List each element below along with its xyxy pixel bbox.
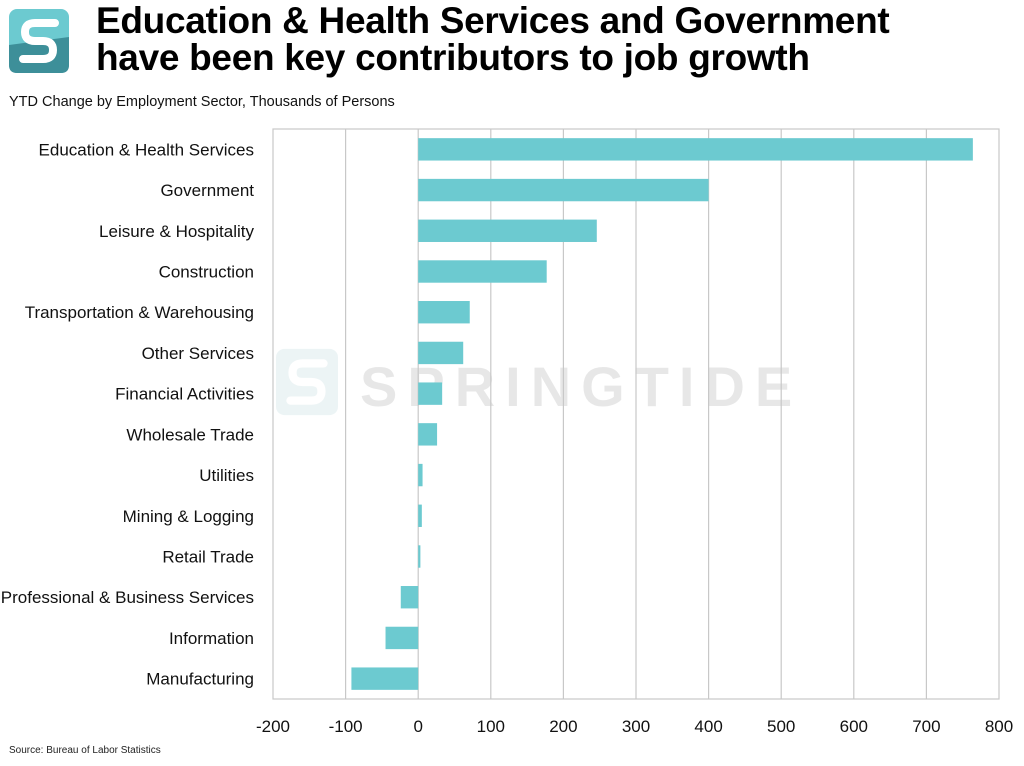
springtide-logo	[9, 9, 69, 73]
bar	[418, 138, 973, 161]
bar	[418, 178, 709, 202]
category-label: Financial Activities	[115, 385, 254, 404]
x-tick-label: 500	[767, 717, 795, 736]
category-label: Education & Health Services	[39, 140, 254, 159]
category-label: Information	[169, 629, 254, 648]
bar	[418, 545, 421, 568]
category-label: Leisure & Hospitality	[99, 222, 254, 241]
bar	[400, 586, 419, 609]
x-tick-label: -100	[329, 717, 363, 736]
bar	[351, 667, 419, 690]
source-note: Source: Bureau of Labor Statistics	[9, 745, 161, 756]
category-label: Other Services	[142, 344, 254, 363]
bar	[418, 463, 423, 487]
category-label: Manufacturing	[146, 670, 254, 689]
title-line-1: Education & Health Services and Governme…	[96, 0, 890, 41]
bar	[418, 301, 470, 324]
bar	[418, 382, 443, 405]
bar	[385, 626, 419, 650]
category-label: Government	[160, 181, 254, 200]
bar	[418, 423, 438, 446]
page-title: Education & Health Services and Governme…	[96, 0, 890, 78]
category-label: Professional & Business Services	[1, 588, 254, 607]
category-label: Wholesale Trade	[126, 425, 254, 444]
bar	[418, 504, 422, 527]
x-tick-label: -200	[256, 717, 290, 736]
x-tick-label: 400	[694, 717, 722, 736]
category-label: Retail Trade	[162, 548, 254, 567]
x-tick-label: 100	[477, 717, 505, 736]
x-tick-label: 300	[622, 717, 650, 736]
chart-subtitle: YTD Change by Employment Sector, Thousan…	[9, 94, 395, 110]
x-tick-label: 600	[840, 717, 868, 736]
bar	[418, 260, 547, 283]
x-tick-label: 700	[912, 717, 940, 736]
logo-s-mark	[19, 19, 59, 63]
x-tick-label: 200	[549, 717, 577, 736]
bar	[418, 219, 597, 242]
category-label: Mining & Logging	[123, 507, 254, 526]
category-label: Construction	[159, 263, 254, 282]
title-line-2: have been key contributors to job growth	[96, 37, 810, 78]
category-label: Utilities	[199, 466, 254, 485]
bar	[418, 341, 464, 365]
category-label: Transportation & Warehousing	[25, 303, 254, 322]
x-tick-label: 800	[985, 717, 1013, 736]
x-tick-label: 0	[413, 717, 422, 736]
